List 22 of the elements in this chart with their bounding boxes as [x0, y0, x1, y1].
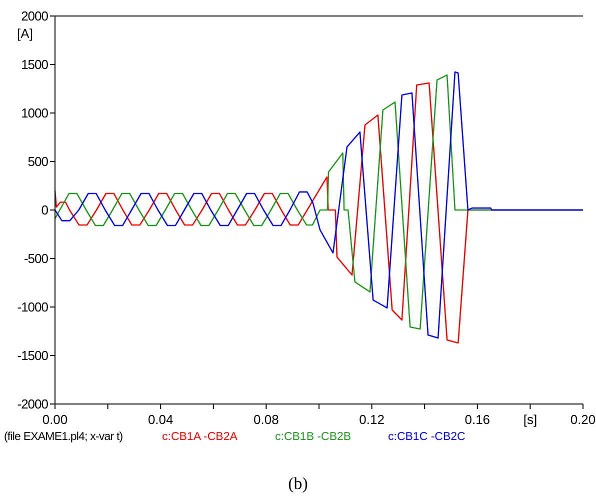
text: (b) [288, 474, 308, 493]
text: c:CB1B -CB2B [275, 431, 352, 443]
y-tick-label: -500 [24, 251, 48, 266]
y-tick-label: -1500 [17, 348, 48, 364]
y-axis-title: [A] [17, 26, 33, 41]
y-tick-label: 2000 [21, 8, 48, 24]
x-tick-label: 0.16 [464, 412, 490, 427]
x-tick-label: 0.08 [254, 412, 279, 427]
x-tick-label: 0.04 [148, 412, 174, 427]
y-tick-label: 0 [41, 202, 48, 218]
y-tick-label: -1000 [17, 300, 48, 315]
x-tick-label: 0.20 [570, 412, 596, 427]
y-tick-label: 500 [28, 154, 48, 170]
y-tick-label: 1500 [21, 57, 48, 72]
y-tick-label: 1000 [21, 106, 48, 121]
text: c:CB1A -CB2A [162, 431, 238, 443]
text: (file EXAME1.pl4; x-var t) [4, 431, 124, 443]
x-axis-title: [s] [523, 412, 538, 427]
x-tick-label: 0.00 [42, 412, 68, 427]
y-tick-label: -2000 [17, 396, 48, 412]
text: c:CB1C -CB2C [388, 431, 466, 443]
x-tick-label: 0.12 [359, 412, 384, 427]
